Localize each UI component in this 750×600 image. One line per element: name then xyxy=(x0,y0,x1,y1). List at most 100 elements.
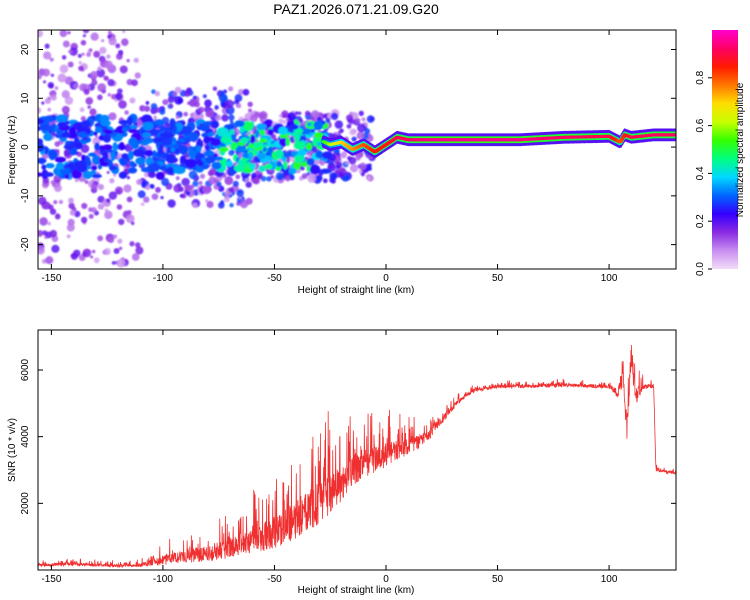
spectral-cluster-blob xyxy=(81,154,86,162)
spectral-noise-blob xyxy=(228,194,233,198)
spectral-cluster-blob xyxy=(76,162,88,173)
spectral-noise-blob xyxy=(101,39,105,43)
spectral-noise-blob xyxy=(97,66,102,71)
spectral-cluster-blob xyxy=(127,167,138,174)
spectral-noise-blob xyxy=(69,47,78,56)
colorbar-gradient xyxy=(712,30,738,269)
spectral-noise-blob xyxy=(97,183,105,191)
spectral-cluster-blob xyxy=(250,134,256,145)
spectral-noise-blob xyxy=(192,202,198,209)
spectral-noise-blob xyxy=(179,193,184,198)
spectral-cluster-blob xyxy=(118,171,128,179)
spectral-cluster-blob xyxy=(118,142,125,151)
spectral-noise-blob xyxy=(159,108,166,115)
spectral-noise-blob xyxy=(228,187,235,193)
spectral-noise-blob xyxy=(172,91,178,97)
spectral-cluster-blob xyxy=(142,137,155,144)
spectral-cluster-blob xyxy=(135,157,146,165)
spectral-cluster-blob xyxy=(179,155,187,165)
spectral-cluster-blob xyxy=(127,150,134,160)
spectral-cluster-blob xyxy=(267,128,274,136)
spectral-cluster-blob xyxy=(38,118,45,125)
spectral-cluster-blob xyxy=(54,156,67,163)
spectral-noise-blob xyxy=(219,90,225,96)
spectral-noise-blob xyxy=(91,79,98,86)
spectral-noise-blob xyxy=(275,172,285,181)
spectral-noise-blob xyxy=(123,184,132,193)
spectrogram-marks xyxy=(38,30,676,268)
spectral-noise-blob xyxy=(38,246,45,255)
spectral-cluster-blob xyxy=(282,160,288,170)
spectral-noise-blob xyxy=(97,83,107,92)
spectral-noise-blob xyxy=(301,173,308,180)
spectral-noise-blob xyxy=(103,247,111,256)
spectral-noise-blob xyxy=(183,111,189,117)
spectral-noise-blob xyxy=(88,213,94,219)
spectral-noise-blob xyxy=(270,133,277,140)
spectral-noise-blob xyxy=(61,55,67,60)
spectral-cluster-blob xyxy=(288,168,297,175)
colorbar-tick-label: 0.2 xyxy=(695,214,706,228)
x-tick-label: 100 xyxy=(601,273,618,284)
spectral-noise-blob xyxy=(145,101,150,105)
x-tick-label: -50 xyxy=(267,273,282,284)
spectral-noise-blob xyxy=(228,86,234,92)
spectral-noise-blob xyxy=(115,43,121,49)
x-tick-label: -100 xyxy=(153,574,173,585)
spectral-noise-blob xyxy=(80,216,88,224)
spectral-cluster-blob xyxy=(121,153,129,159)
spectral-noise-blob xyxy=(77,53,82,58)
spectral-noise-blob xyxy=(66,234,71,239)
spectral-noise-blob xyxy=(252,177,260,185)
spectral-noise-blob xyxy=(137,190,146,199)
spectral-noise-blob xyxy=(117,88,123,94)
spectral-cluster-blob xyxy=(210,120,220,129)
spectral-cluster-blob xyxy=(142,132,152,137)
spectral-noise-blob xyxy=(197,106,205,114)
x-tick-label: 0 xyxy=(383,273,389,284)
ridge-core xyxy=(674,133,676,137)
spectral-cluster-blob xyxy=(258,165,266,173)
spectral-noise-blob xyxy=(70,252,78,260)
spectral-noise-blob xyxy=(214,105,219,110)
spectral-cluster-blob xyxy=(216,127,229,137)
spectral-noise-blob xyxy=(330,112,339,121)
colorbar-tick-label: 0.6 xyxy=(695,118,706,132)
spectral-cluster-blob xyxy=(248,151,254,161)
spectral-noise-blob xyxy=(167,199,176,208)
spectral-noise-blob xyxy=(218,201,225,209)
spectral-noise-blob xyxy=(283,114,288,118)
spectral-noise-blob xyxy=(82,34,87,38)
spectral-cluster-blob xyxy=(293,141,306,150)
spectral-cluster-blob xyxy=(321,151,333,160)
spectral-cluster-blob xyxy=(48,149,57,159)
spectral-noise-blob xyxy=(97,195,105,203)
spectral-noise-blob xyxy=(229,202,234,208)
spectral-noise-blob xyxy=(249,114,258,123)
spectral-cluster-blob xyxy=(185,158,197,169)
spectral-noise-blob xyxy=(50,180,55,185)
spectral-noise-blob xyxy=(322,178,328,184)
spectral-cluster-blob xyxy=(223,124,235,130)
spectral-cluster-blob xyxy=(63,144,75,150)
spectral-noise-blob xyxy=(366,115,375,123)
spectral-cluster-blob xyxy=(39,123,49,131)
spectral-noise-blob xyxy=(192,180,199,187)
spectral-noise-blob xyxy=(113,173,117,177)
spectral-cluster-blob xyxy=(289,124,299,130)
spectral-noise-blob xyxy=(155,187,161,193)
spectral-noise-blob xyxy=(229,119,234,124)
spectral-cluster-blob xyxy=(45,163,55,169)
spectral-cluster-blob xyxy=(110,151,116,162)
spectral-noise-blob xyxy=(224,176,234,185)
spectral-noise-blob xyxy=(107,79,115,87)
spectral-noise-blob xyxy=(217,185,225,192)
spectral-noise-blob xyxy=(145,184,151,191)
spectral-cluster-blob xyxy=(132,148,145,157)
spectral-cluster-blob xyxy=(166,153,176,162)
spectral-noise-blob xyxy=(51,244,60,253)
spectral-cluster-blob xyxy=(71,169,82,179)
spectral-cluster-blob xyxy=(237,159,245,168)
spectral-noise-blob xyxy=(188,170,198,180)
